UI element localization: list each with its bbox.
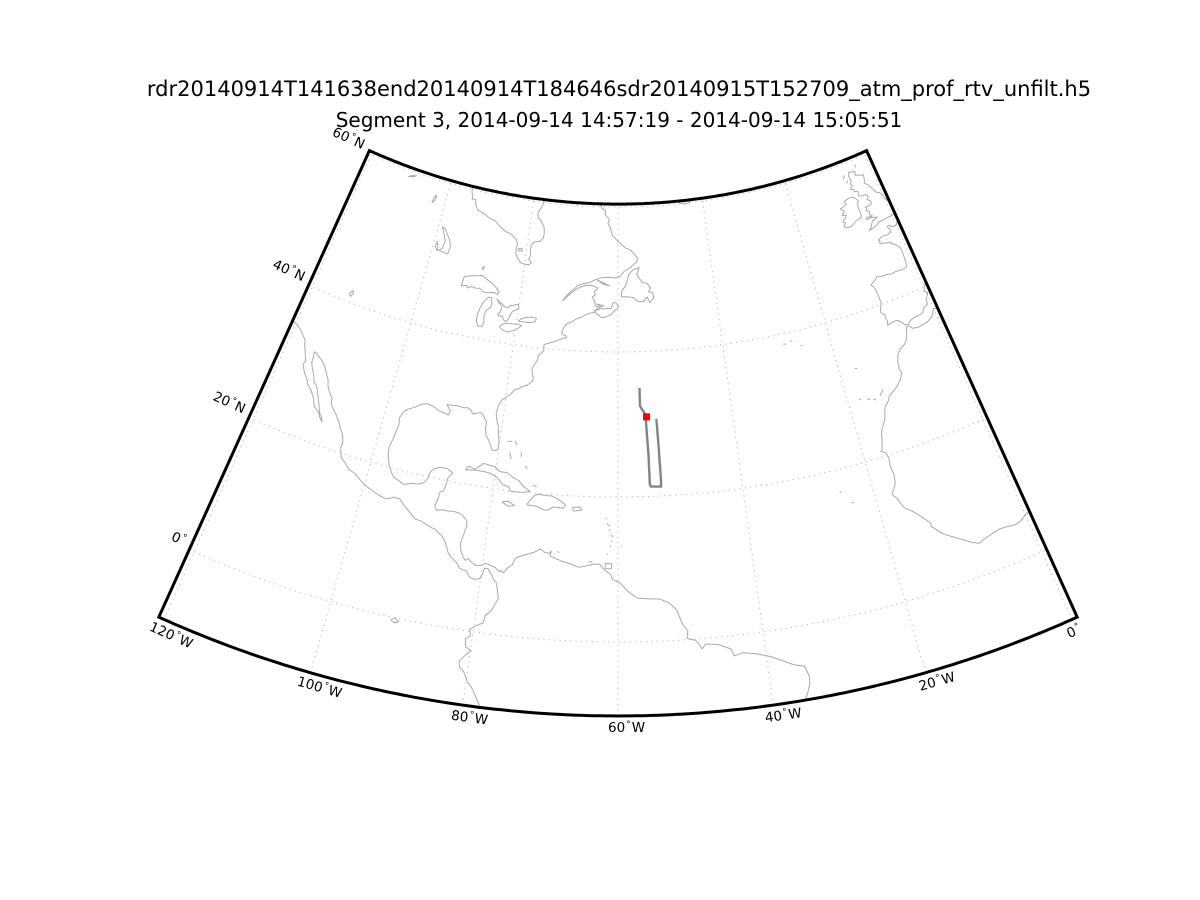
coastline-martinique (610, 534, 614, 538)
coastline-france-iberia (870, 211, 928, 326)
coastline-dominica (608, 529, 611, 532)
coastline-lake-superior (460, 274, 500, 295)
meridian--40 (701, 198, 774, 706)
meridian--20 (784, 180, 927, 673)
coastline-pacific-coast-americas (292, 314, 499, 710)
coastline-curacao (557, 551, 560, 553)
graticule (163, 151, 1073, 716)
graticule-label-lon--60: 60°W (608, 720, 645, 736)
coastline-st-vincent (609, 545, 612, 548)
coastline-cape-verde-1 (839, 491, 842, 494)
coastline-newfoundland (620, 267, 655, 304)
coastline-trinidad (604, 563, 613, 570)
track-swath (644, 418, 663, 488)
coastline-canary-3 (873, 398, 877, 401)
parallel-60 (367, 152, 869, 208)
parallel-40 (308, 284, 928, 353)
coastline-st-lucia (610, 540, 613, 543)
coastline-hudson-james-bay (471, 185, 545, 266)
coastline-northwest-africa (880, 307, 1033, 544)
coastline-abaco (514, 440, 518, 446)
ground-track (638, 387, 663, 488)
graticule-label-lon--80: 80°W (450, 708, 489, 729)
coastline-hispaniola (526, 493, 566, 511)
coastline-long-island-bahamas (524, 465, 528, 470)
coastline-grenada (606, 553, 608, 556)
coastline-canary-4 (879, 388, 884, 396)
coastline-lake-huron (496, 298, 520, 322)
coastline-barbados (620, 545, 622, 548)
parallel-0 (188, 549, 1048, 643)
graticule-label-lon--20: 20°W (917, 669, 957, 695)
coastlines (292, 164, 1033, 710)
coastline-anticosti (596, 279, 610, 287)
coastline-lewis (842, 175, 845, 180)
graticule-label-lat-20: 20°N (210, 389, 247, 417)
graticule-label-lat-0: 0° (169, 529, 188, 549)
coastline-atlantic-coast-brazil-to-labrador (387, 202, 811, 703)
graticule-label-lon-0: 0° (1064, 622, 1083, 642)
coastline-canary-1 (859, 398, 862, 401)
coastline-cape-verde-2 (851, 501, 855, 504)
plot-title: rdr20140914T141638end20140914T184646sdr2… (147, 77, 1091, 102)
coastline-azores-3 (800, 344, 803, 347)
coastline-lake-manitoba (434, 241, 439, 252)
coastline-puerto-rico (571, 506, 583, 512)
coastline-jamaica (501, 500, 515, 507)
coastline-ireland (839, 196, 862, 229)
coastline-lake-athabasca (408, 175, 418, 178)
graticule-label-lon--100: 100°W (295, 674, 343, 702)
coastline-great-salt-lake (348, 290, 355, 298)
coastline-orkney (854, 164, 857, 168)
graticule-label-lat-40: 40°N (270, 257, 307, 285)
coastline-galapagos (390, 617, 400, 624)
meridian--80 (462, 198, 535, 706)
coastline-akimiski-island (517, 248, 523, 252)
coastline-inagua (532, 484, 537, 488)
coastline-cuba (464, 462, 531, 493)
coastline-prince-edward-island (596, 303, 605, 308)
coastline-lake-nipigon (481, 265, 486, 271)
coastline-skye (846, 180, 849, 184)
coastline-lake-michigan (475, 296, 493, 327)
track-start-marker (643, 413, 650, 421)
coastline-antigua (605, 517, 608, 520)
coastline-andros (509, 452, 512, 460)
plot-subtitle: Segment 3, 2014-09-14 14:57:19 - 2014-09… (336, 108, 903, 132)
track-lead-in (638, 387, 647, 415)
map-border (156, 148, 1080, 718)
coastline-grand-bahama (507, 440, 513, 443)
coastline-canary-2 (867, 398, 871, 400)
meridian--120 (163, 151, 373, 620)
graticule-label-lon--40: 40°W (764, 705, 803, 726)
coastline-lake-winnipeg (438, 226, 451, 255)
coastline-lake-ontario (517, 316, 537, 324)
meridian--100 (309, 180, 452, 673)
meridian-0 (863, 151, 1073, 620)
coastline-lake-erie (498, 322, 523, 333)
coastline-reindeer-lake (431, 194, 437, 204)
coastline-guadeloupe (606, 523, 610, 527)
